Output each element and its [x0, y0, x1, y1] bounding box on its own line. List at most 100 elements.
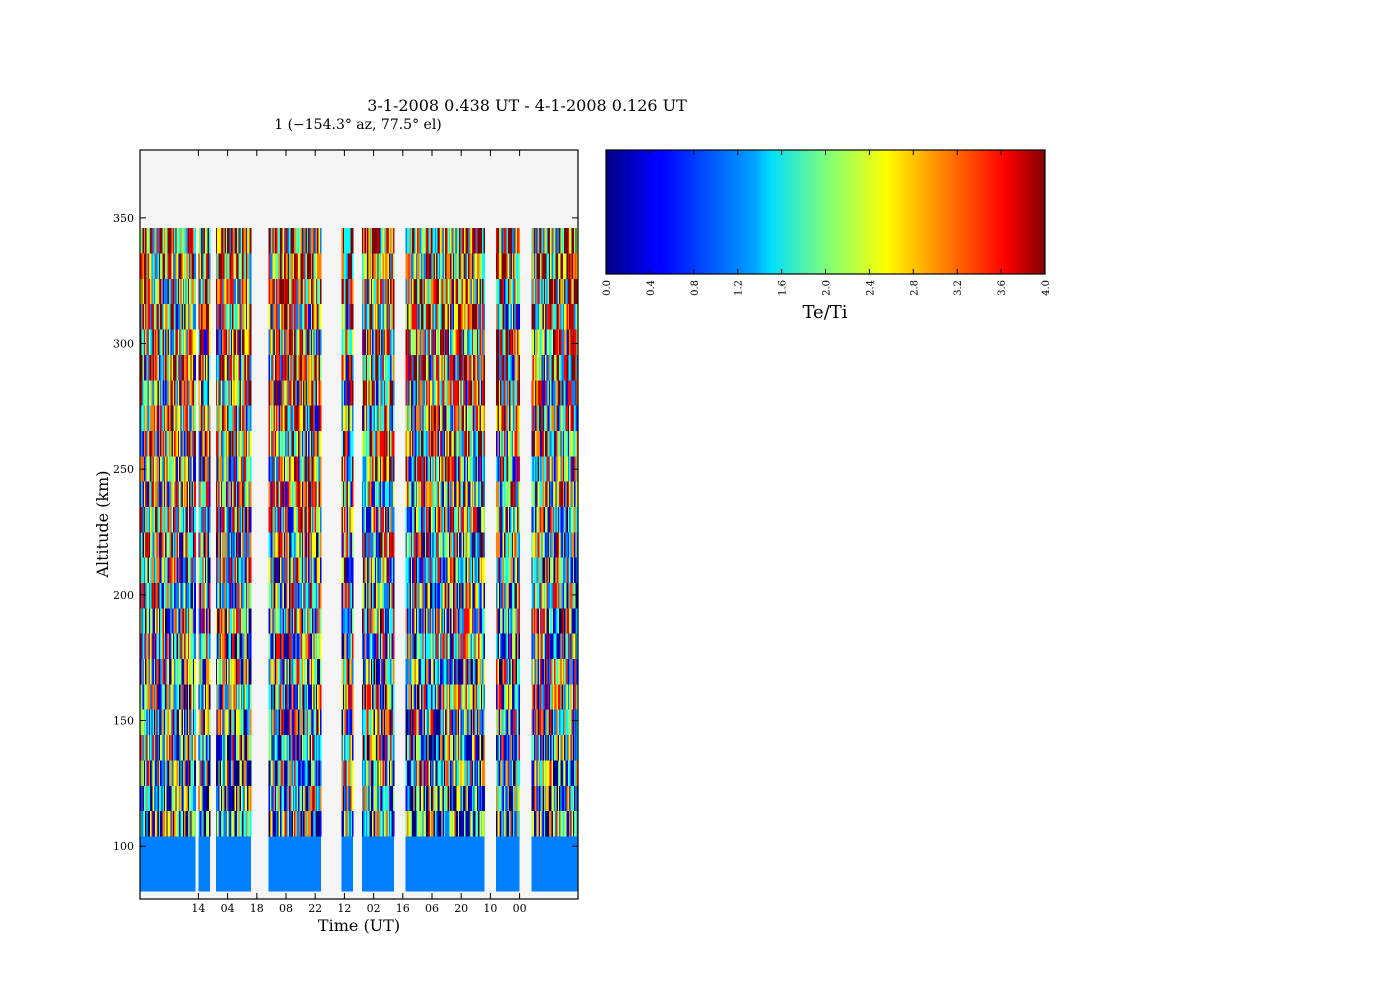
heatmap-cell: [146, 785, 148, 812]
heatmap-cell: [429, 303, 432, 330]
heatmap-cell: [317, 430, 319, 457]
heatmap-cell: [420, 278, 423, 305]
heatmap-cell: [443, 557, 446, 584]
heatmap-cell: [370, 506, 373, 533]
heatmap-cell: [381, 405, 383, 431]
heatmap-cell: [363, 734, 365, 761]
heatmap-cell: [386, 557, 388, 584]
heatmap-cell: [274, 760, 277, 786]
heatmap-cell: [412, 709, 414, 736]
heatmap-cell: [440, 354, 442, 381]
heatmap-cell: [378, 684, 381, 710]
heatmap-cell: [160, 354, 162, 381]
heatmap-cell: [237, 760, 239, 786]
heatmap-cell: [223, 557, 225, 584]
heatmap-cell: [441, 633, 443, 660]
heatmap-cell: [201, 633, 203, 660]
heatmap-cell: [418, 709, 421, 736]
heatmap-cell: [408, 633, 410, 660]
heatmap-cell: [349, 379, 351, 406]
heatmap-cell: [184, 329, 186, 355]
heatmap-cell: [373, 329, 376, 355]
heatmap-cell: [317, 379, 319, 406]
heatmap-cell: [373, 354, 376, 381]
heatmap-cell: [388, 760, 391, 786]
heatmap-cell: [369, 303, 372, 330]
heatmap-cell: [227, 734, 229, 761]
heatmap-cell: [172, 303, 175, 330]
heatmap-cell: [163, 608, 166, 634]
heatmap-cell: [390, 557, 392, 584]
heatmap-cell: [456, 456, 459, 482]
heatmap-cell: [151, 734, 153, 761]
heatmap-cell: [378, 227, 381, 254]
heatmap-cell: [166, 405, 169, 431]
heatmap-cell: [184, 532, 186, 558]
heatmap-cell: [235, 633, 238, 660]
heatmap-cell: [344, 810, 346, 837]
heatmap-cell: [190, 557, 192, 584]
heatmap-cell: [349, 227, 351, 254]
heatmap-cell: [278, 405, 281, 431]
heatmap-cell: [224, 557, 227, 584]
heatmap-cell: [238, 810, 240, 837]
heatmap-cell: [452, 329, 455, 355]
heatmap-cell: [157, 633, 160, 660]
heatmap-cell: [434, 329, 437, 355]
heatmap-cell: [455, 303, 457, 330]
heatmap-cell: [230, 709, 233, 736]
heatmap-cell: [313, 253, 315, 279]
heatmap-cell: [383, 456, 386, 482]
heatmap-cell: [194, 481, 196, 507]
heatmap-cell: [166, 456, 169, 482]
heatmap-cell: [153, 456, 156, 482]
heatmap-cell: [436, 405, 438, 431]
heatmap-cell: [142, 557, 145, 584]
heatmap-cell: [272, 329, 274, 355]
heatmap-cell: [146, 760, 148, 786]
heatmap-cell: [233, 608, 235, 634]
heatmap-cell: [145, 810, 147, 837]
heatmap-cell: [434, 354, 437, 381]
heatmap-cell: [410, 734, 413, 761]
heatmap-cell: [163, 709, 166, 736]
heatmap-cell: [303, 506, 305, 533]
heatmap-cell: [445, 734, 447, 761]
heatmap-cell: [218, 227, 220, 254]
heatmap-cell: [406, 785, 409, 812]
heatmap-cell: [234, 810, 237, 837]
heatmap-cell: [192, 227, 195, 254]
heatmap-cell: [224, 810, 227, 837]
heatmap-cell: [233, 734, 235, 761]
heatmap-cell: [172, 608, 175, 634]
heatmap-cell: [185, 329, 187, 355]
heatmap-cell: [224, 456, 227, 482]
heatmap-cell: [220, 430, 223, 457]
heatmap-cell: [345, 684, 347, 710]
heatmap-cell: [269, 684, 272, 710]
heatmap-cell: [167, 303, 170, 330]
heatmap-cell: [390, 684, 392, 710]
heatmap-cell: [296, 329, 299, 355]
heatmap-cell: [437, 557, 440, 584]
heatmap-cell: [282, 734, 285, 761]
heatmap-cell: [147, 633, 150, 660]
heatmap-cell: [186, 709, 189, 736]
heatmap-cell: [461, 430, 464, 457]
heatmap-cell: [156, 227, 158, 254]
heatmap-cell: [162, 329, 165, 355]
heatmap-cell: [466, 481, 469, 507]
heatmap-cell: [249, 633, 252, 660]
heatmap-cell: [470, 481, 473, 507]
heatmap-cell: [417, 456, 419, 482]
heatmap-cell: [469, 532, 471, 558]
heatmap-cell: [437, 684, 440, 710]
heatmap-cell: [346, 709, 349, 736]
heatmap-cell: [344, 253, 346, 279]
heatmap-cell: [201, 810, 203, 837]
heatmap-cell: [431, 456, 433, 482]
heatmap-cell: [151, 760, 153, 786]
heatmap-cell: [174, 810, 176, 837]
heatmap-cell: [386, 684, 388, 710]
heatmap-cell: [460, 633, 462, 660]
